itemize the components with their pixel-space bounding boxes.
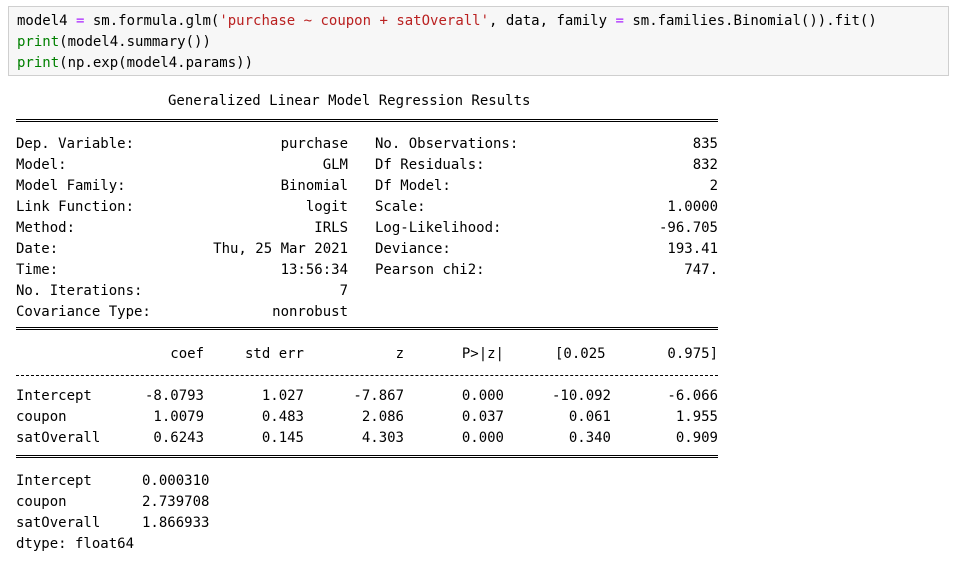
coef-cell: 0.340 [568,430,611,446]
value-df-residuals: 832 [692,157,718,173]
param-value: 0.000310 [142,473,210,489]
coef-cell: 1.955 [675,409,718,425]
label-method: Method: [16,220,76,236]
value-model: GLM [322,157,348,173]
label-date: Date: [16,241,59,257]
rule-double [16,119,718,122]
coef-cell: 0.483 [261,409,304,425]
coef-cell: 0.6243 [153,430,204,446]
coef-cell: -10.092 [551,388,611,404]
value-model-family: Binomial [280,178,348,194]
label-covariance: Covariance Type: [16,304,151,320]
rule-dashed [16,375,718,376]
label-scale: Scale: [375,199,426,215]
label-deviance: Deviance: [375,241,451,257]
coef-cell: 2.086 [361,409,404,425]
coef-cell: 0.000 [461,388,504,404]
param-value: 1.866933 [142,515,210,531]
coef-cell: 0.145 [261,430,304,446]
coef-row-name: Intercept [16,388,92,404]
param-name: Intercept [16,473,92,489]
value-method: IRLS [314,220,348,236]
dtype-label: dtype: float64 [16,536,135,552]
summary-title: Generalized Linear Model Regression Resu… [168,93,531,109]
label-model: Model: [16,157,67,173]
value-iterations: 7 [339,283,348,299]
coef-row-name: satOverall [16,430,101,446]
code-line-3: print(np.exp(model4.params)) [17,55,254,71]
param-name: coupon [16,494,67,510]
label-model-family: Model Family: [16,178,126,194]
label-iterations: No. Iterations: [16,283,143,299]
label-df-model: Df Model: [375,178,451,194]
code-cell-input[interactable]: model4 = sm.formula.glm('purchase ~ coup… [8,6,949,76]
value-observations: 835 [692,136,718,152]
value-scale: 1.0000 [667,199,718,215]
value-df-model: 2 [709,178,718,194]
rule-double [16,327,718,330]
coef-row-name: coupon [16,409,67,425]
coef-cell: 4.303 [361,430,404,446]
code-line-1: model4 = sm.formula.glm('purchase ~ coup… [17,13,877,29]
value-date: Thu, 25 Mar 2021 [213,241,348,257]
header-coef: coef [170,346,204,362]
label-link-function: Link Function: [16,199,135,215]
param-value: 2.739708 [142,494,210,510]
label-time: Time: [16,262,59,278]
header-ci-high: 0.975] [667,346,718,362]
label-df-residuals: Df Residuals: [375,157,485,173]
label-dep-variable: Dep. Variable: [16,136,135,152]
header-ci-low: [0.025 [555,346,606,362]
param-name: satOverall [16,515,101,531]
header-std-err: std err [244,346,304,362]
value-time: 13:56:34 [280,262,348,278]
value-deviance: 193.41 [667,241,718,257]
coef-cell: 1.027 [261,388,304,404]
header-pvalue: P>|z| [461,346,504,362]
value-log-likelihood: -96.705 [658,220,718,236]
coef-cell: 0.037 [461,409,504,425]
coef-cell: 0.909 [675,430,718,446]
label-log-likelihood: Log-Likelihood: [375,220,502,236]
value-pearson: 747. [684,262,718,278]
header-z: z [395,346,404,362]
label-pearson: Pearson chi2: [375,262,485,278]
rule-double [16,455,718,458]
coef-cell: 1.0079 [153,409,204,425]
coef-cell: -6.066 [667,388,718,404]
code-line-2: print(model4.summary()) [17,34,211,50]
coef-cell: 0.000 [461,430,504,446]
coef-cell: 0.061 [568,409,611,425]
value-dep-variable: purchase [280,136,348,152]
value-link-function: logit [305,199,348,215]
value-covariance: nonrobust [272,304,348,320]
label-observations: No. Observations: [375,136,519,152]
coef-cell: -7.867 [353,388,404,404]
coef-cell: -8.0793 [144,388,204,404]
